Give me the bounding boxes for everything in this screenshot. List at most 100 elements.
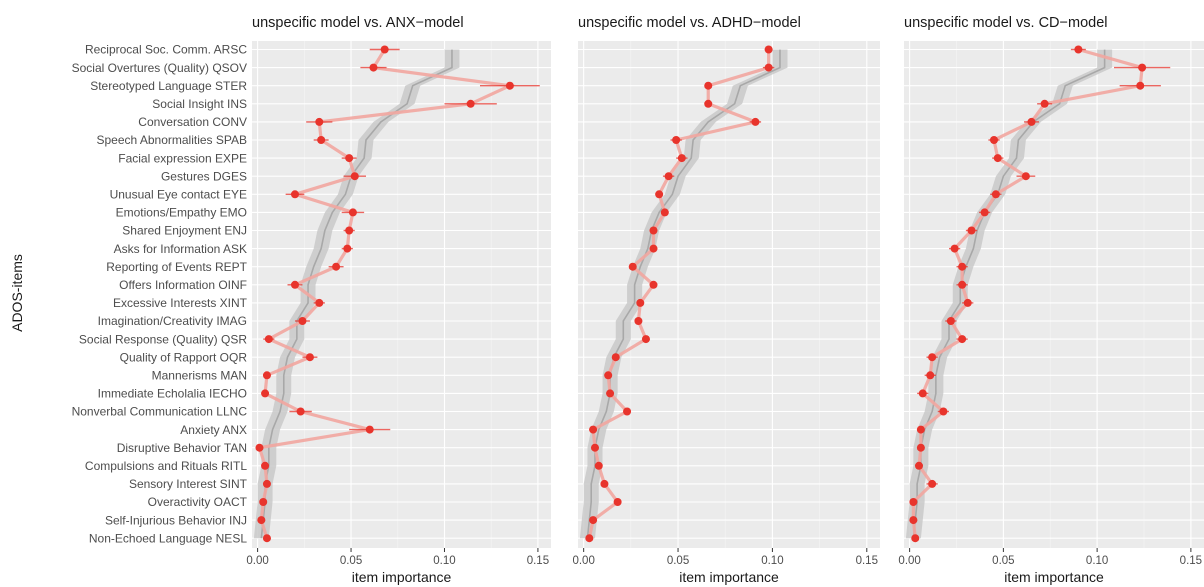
model-data-point: [315, 298, 324, 307]
y-tick-label: Immediate Echolalia IECHO: [98, 387, 247, 401]
model-data-point: [305, 353, 314, 362]
x-tick-label: 0.00: [572, 555, 594, 567]
model-data-point: [315, 117, 324, 126]
x-tick-label: 0.10: [433, 555, 455, 567]
model-data-point: [1040, 99, 1049, 108]
model-data-point: [958, 335, 967, 344]
y-axis-title-group: ADOS-items: [9, 254, 25, 332]
model-data-point: [916, 425, 925, 434]
model-data-point: [672, 136, 681, 144]
model-data-point: [993, 154, 1002, 163]
y-tick-label: Disruptive Behavior TAN: [117, 441, 247, 455]
panel-background: [578, 41, 880, 548]
x-axis-title: item importance: [1004, 569, 1104, 585]
model-data-point: [296, 407, 305, 416]
model-data-point: [990, 136, 998, 144]
model-data-point: [751, 117, 760, 126]
model-data-point: [928, 479, 937, 488]
model-data-point: [1136, 81, 1145, 90]
x-tick-label: 0.00: [246, 555, 268, 567]
y-tick-label: Quality of Rapport OQR: [120, 350, 248, 364]
model-data-point: [343, 244, 352, 253]
model-data-point: [505, 81, 514, 90]
model-data-point: [262, 479, 271, 488]
model-data-point: [958, 262, 967, 271]
model-data-point: [677, 154, 686, 163]
model-data-point: [613, 498, 622, 506]
x-tick-label: 0.15: [856, 555, 878, 567]
model-data-point: [1027, 117, 1036, 126]
y-tick-label: Shared Enjoyment ENJ: [122, 224, 247, 238]
model-data-point: [623, 407, 632, 416]
model-data-point: [946, 317, 955, 325]
model-data-point: [380, 45, 389, 54]
model-data-point: [264, 335, 273, 344]
model-data-point: [918, 389, 927, 398]
model-data-point: [261, 389, 270, 398]
model-data-point: [290, 280, 299, 289]
model-data-point: [704, 81, 713, 90]
unspecific-model-line: [586, 49, 781, 539]
model-data-point: [589, 516, 598, 525]
y-tick-label: Stereotyped Language STER: [90, 79, 247, 93]
x-axis-title: item importance: [679, 569, 779, 585]
model-data-point: [963, 298, 972, 307]
model-data-point: [649, 244, 658, 253]
model-data-point: [649, 226, 658, 235]
x-tick-label: 0.05: [667, 555, 689, 567]
model-data-point: [909, 498, 918, 506]
model-data-point: [636, 298, 645, 307]
model-data-point: [1138, 63, 1147, 72]
model-data-point: [332, 262, 341, 271]
model-data-point: [600, 479, 609, 488]
y-tick-label: Nonverbal Communication LLNC: [72, 405, 248, 419]
model-data-point: [909, 516, 918, 525]
model-data-point: [660, 208, 669, 217]
model-data-point: [926, 371, 935, 380]
model-data-point: [365, 425, 374, 434]
x-tick-label: 0.15: [1180, 555, 1202, 567]
model-data-point: [604, 371, 613, 380]
model-data-point: [649, 280, 658, 289]
y-tick-label: Conversation CONV: [138, 115, 247, 129]
y-tick-label: Unusual Eye contact EYE: [110, 188, 247, 202]
model-data-point: [928, 353, 937, 362]
y-tick-label: Offers Information OINF: [119, 278, 247, 292]
panel-adhd: unspecific model vs. ADHD−model 0.00 0.05 0…: [572, 15, 880, 585]
model-data-point: [262, 371, 271, 380]
y-tick-label: Reporting of Events REPT: [106, 260, 247, 274]
y-tick-label: Asks for Information ASK: [114, 242, 247, 256]
x-tick-label: 0.10: [761, 555, 783, 567]
model-data-point: [939, 407, 948, 416]
y-tick-label: Speech Abnormalities SPAB: [96, 133, 247, 147]
model-data-point: [1074, 45, 1083, 54]
y-tick-label: Overactivity OACT: [148, 495, 248, 509]
model-data-point: [466, 99, 475, 108]
model-data-point: [611, 353, 620, 362]
y-tick-label: Sensory Interest SINT: [129, 477, 248, 491]
y-tick-label: Social Overtures (Quality) QSOV: [72, 61, 247, 75]
model-data-point: [1021, 172, 1030, 181]
panel-background: [904, 41, 1204, 548]
model-data-point: [585, 534, 594, 543]
model-data-point: [589, 425, 598, 434]
model-data-point: [980, 208, 989, 217]
model-series-line: [257, 48, 516, 539]
y-axis-title: ADOS-items: [9, 254, 25, 332]
y-tick-label: Self-Injurious Behavior INJ: [105, 513, 247, 527]
model-data-point: [255, 443, 264, 452]
model-data-point: [606, 389, 615, 398]
x-axis-title: item importance: [352, 569, 452, 585]
model-series-line: [587, 49, 771, 539]
model-data-point: [290, 190, 299, 199]
model-data-point: [991, 190, 1000, 199]
model-data-point: [704, 99, 713, 108]
model-data-point: [950, 244, 959, 253]
model-data-point: [594, 461, 603, 470]
y-tick-label: Emotions/Empathy EMO: [116, 206, 247, 220]
model-data-point: [641, 335, 650, 344]
model-data-point: [958, 280, 967, 289]
panel-title: unspecific model vs. CD−model: [904, 15, 1108, 31]
y-tick-label: Gestures DGES: [161, 169, 247, 183]
